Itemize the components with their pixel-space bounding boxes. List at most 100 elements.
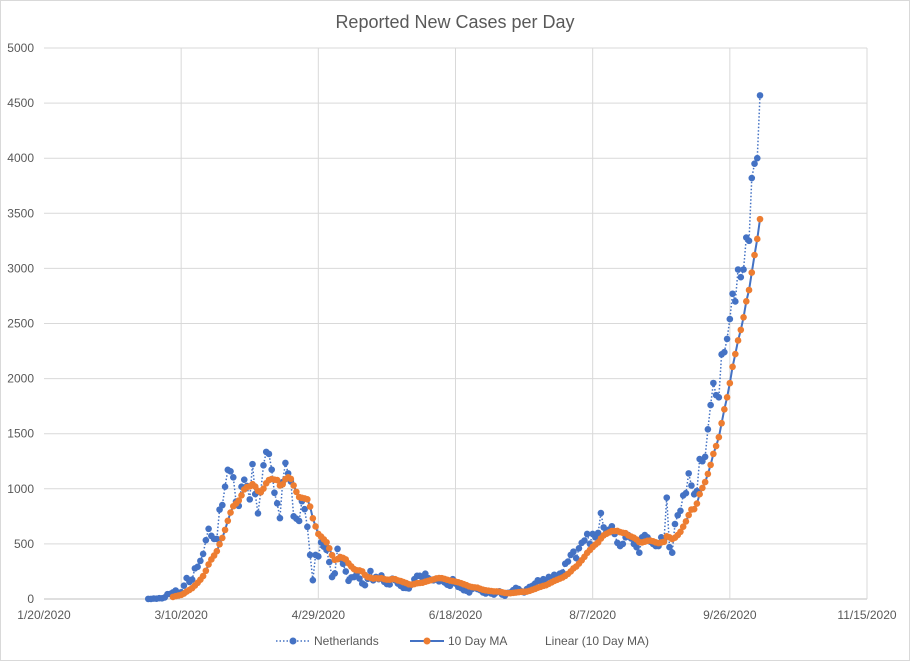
netherlands-data-point xyxy=(240,476,248,483)
netherlands-data-point xyxy=(326,558,333,566)
netherlands-data-point xyxy=(594,529,602,537)
y-tick-label: 2500 xyxy=(7,317,34,331)
y-tick-label: 0 xyxy=(27,592,34,606)
ma-data-point xyxy=(693,500,701,507)
netherlands-data-point xyxy=(315,553,322,560)
chart-title: Reported New Cases per Day xyxy=(335,12,574,32)
ma-data-point xyxy=(293,488,300,496)
ma-data-point xyxy=(726,379,734,387)
ma-data-point xyxy=(753,235,761,243)
ma-data-point xyxy=(304,496,311,503)
ma-data-point xyxy=(199,572,207,580)
netherlands-data-point xyxy=(737,273,745,281)
netherlands-data-point xyxy=(249,460,256,468)
ma-data-point xyxy=(677,528,684,536)
netherlands-data-point xyxy=(748,174,756,182)
legend-item-10-day-ma[interactable]: 10 Day MA xyxy=(410,634,507,648)
y-tick-label: 4000 xyxy=(7,151,34,165)
netherlands-data-point xyxy=(295,517,303,525)
ma-data-point xyxy=(205,561,212,568)
netherlands-data-point xyxy=(729,290,736,298)
netherlands-data-point xyxy=(361,581,369,589)
netherlands-data-point xyxy=(597,509,605,517)
ma-data-point xyxy=(740,314,747,321)
x-tick-label: 8/7/2020 xyxy=(569,608,616,622)
ma-data-point xyxy=(701,478,709,486)
gridlines xyxy=(44,47,868,600)
ma-data-point xyxy=(732,350,739,358)
ma-data-point xyxy=(273,476,281,484)
ma-data-point xyxy=(679,523,687,531)
legend-item-linear-trend[interactable]: Linear (10 Day MA) xyxy=(545,634,649,648)
y-tick-label: 5000 xyxy=(7,41,34,55)
netherlands-data-point xyxy=(202,536,210,544)
ma-data-point xyxy=(721,406,728,413)
ma-data-point xyxy=(742,298,750,305)
ma-data-point xyxy=(260,485,267,492)
ma-data-point xyxy=(290,482,297,489)
netherlands-data-point xyxy=(334,545,341,553)
netherlands-data-point xyxy=(213,535,221,543)
netherlands-data-point xyxy=(260,462,267,469)
netherlands-data-point xyxy=(227,467,234,475)
netherlands-data-point xyxy=(715,394,723,401)
netherlands-data-point xyxy=(668,549,676,557)
netherlands-data-point xyxy=(221,483,229,491)
y-tick-label: 3500 xyxy=(7,206,34,220)
plot-area xyxy=(144,92,764,603)
netherlands-data-point xyxy=(342,568,350,575)
ma-data-point xyxy=(323,538,330,546)
ma-data-point xyxy=(723,394,731,401)
legend-label: 10 Day MA xyxy=(448,634,507,648)
ma-data-point xyxy=(718,419,725,427)
netherlands-data-point xyxy=(753,154,761,162)
netherlands-data-point xyxy=(751,160,758,168)
ma-data-point xyxy=(707,461,714,469)
ma-data-point xyxy=(216,540,223,548)
netherlands-data-point xyxy=(707,401,714,409)
netherlands-data-point xyxy=(572,554,580,562)
y-tick-label: 3000 xyxy=(7,261,34,275)
legend-marker-icon xyxy=(289,637,297,645)
netherlands-data-point xyxy=(666,543,673,551)
netherlands-data-point xyxy=(276,514,284,522)
ma-data-point xyxy=(660,538,668,546)
netherlands-data-point xyxy=(583,530,591,538)
ma-data-point xyxy=(221,526,229,534)
netherlands-data-point xyxy=(386,581,393,588)
y-tick-label: 500 xyxy=(14,537,34,551)
netherlands-data-point xyxy=(219,501,226,509)
ma-data-point xyxy=(745,286,753,294)
y-tick-label: 1000 xyxy=(7,482,34,496)
netherlands-data-point xyxy=(701,453,709,461)
netherlands-data-point xyxy=(564,558,572,565)
x-tick-label: 4/29/2020 xyxy=(292,608,346,622)
ma-data-point xyxy=(279,480,286,488)
ma-data-point xyxy=(756,215,764,223)
netherlands-data-point xyxy=(306,551,314,559)
ma-data-point xyxy=(712,442,720,450)
ma-data-point xyxy=(737,326,745,334)
netherlands-data-point xyxy=(271,489,278,497)
ma-data-point xyxy=(696,490,703,498)
ma-data-point xyxy=(704,470,712,478)
netherlands-data-point xyxy=(756,92,764,99)
netherlands-data-point xyxy=(367,567,374,575)
y-axis-ticks: 0 500 1000 1500 2000 2500 3000 3500 4000 4500 5000 xyxy=(7,41,34,606)
legend-label: Netherlands xyxy=(314,634,379,648)
ma-data-point xyxy=(729,363,736,371)
legend-item-netherlands[interactable]: Netherlands xyxy=(276,634,379,648)
x-tick-label: 6/18/2020 xyxy=(429,608,483,622)
y-tick-label: 1500 xyxy=(7,427,34,441)
netherlands-data-point xyxy=(194,563,201,571)
x-tick-label: 11/15/2020 xyxy=(837,608,896,622)
netherlands-data-point xyxy=(732,298,739,305)
netherlands-data-point xyxy=(282,459,289,467)
netherlands-data-point xyxy=(331,570,339,577)
netherlands-data-point xyxy=(633,543,640,551)
ma-data-point xyxy=(306,503,314,510)
ma-data-point xyxy=(748,269,756,276)
ma-data-point xyxy=(312,523,319,530)
ma-data-point xyxy=(309,515,317,522)
